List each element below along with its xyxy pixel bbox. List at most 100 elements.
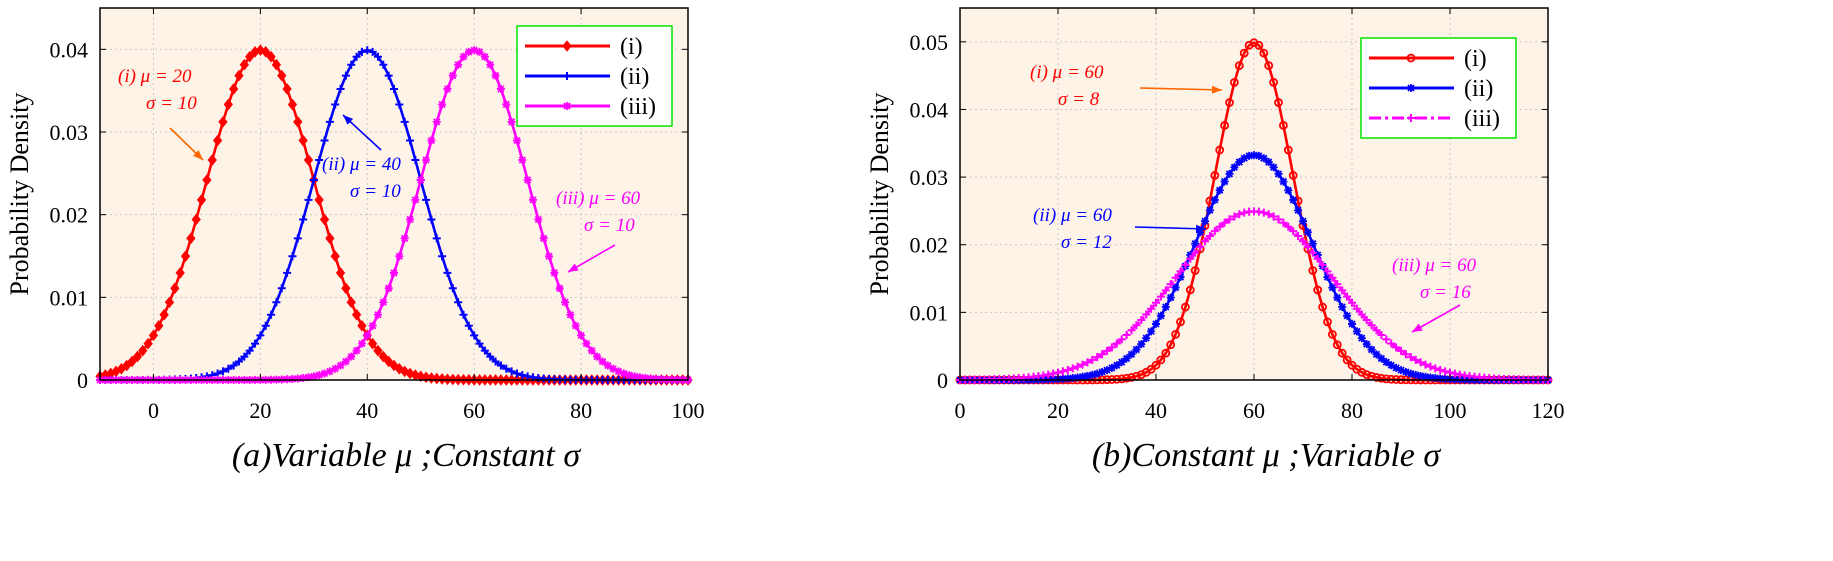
data-point-marker: [1303, 242, 1312, 251]
data-point-marker: [347, 60, 356, 69]
data-point-marker: [148, 329, 159, 342]
y-tick-label: 0: [77, 368, 88, 393]
data-point-marker: [545, 252, 554, 261]
data-point-marker: [395, 100, 404, 109]
data-point-marker: [641, 374, 650, 383]
data-point-marker: [1117, 358, 1126, 367]
data-point-marker: [1441, 367, 1450, 376]
data-point-marker: [1397, 346, 1405, 355]
data-point-marker: [1136, 370, 1146, 379]
annotation-arrow-head: [1211, 85, 1222, 94]
data-point-marker: [459, 310, 468, 319]
data-point-marker: [288, 252, 297, 261]
data-point-marker: [1357, 310, 1366, 319]
data-point-marker: [625, 371, 634, 380]
data-point-marker: [154, 319, 164, 332]
data-point-marker: [1210, 195, 1219, 204]
data-point-marker: [630, 372, 639, 381]
data-point-marker: [1117, 374, 1127, 384]
data-point-marker: [432, 117, 441, 126]
data-point-marker: [1343, 311, 1352, 320]
data-point-marker: [518, 156, 527, 165]
data-point-marker: [1421, 372, 1430, 381]
annotation-2: (ii) μ = 60 σ = 12: [1033, 205, 1207, 253]
data-point-marker: [1308, 248, 1317, 257]
data-point-marker: [1122, 354, 1131, 363]
legend-label: (ii): [620, 64, 649, 90]
data-point-marker: [1397, 366, 1405, 375]
annotation-arrow-head: [568, 263, 579, 272]
data-point-marker: [1362, 315, 1371, 324]
data-point-marker: [1367, 321, 1376, 330]
annotation-line-1: (iii) μ = 60: [556, 188, 641, 209]
data-point-marker: [186, 232, 196, 245]
data-point-marker: [651, 374, 660, 383]
data-point-marker: [351, 308, 362, 321]
data-point-marker: [390, 268, 398, 277]
data-point-marker: [320, 136, 329, 145]
y-tick-label: 0.02: [50, 203, 89, 228]
data-point-marker: [1372, 373, 1381, 382]
data-point-marker: [293, 234, 302, 243]
data-point-marker: [534, 215, 543, 224]
data-point-marker: [1088, 355, 1097, 364]
y-axis-label: Probability Density: [5, 93, 34, 296]
x-tick-label: 80: [570, 398, 592, 423]
data-point-marker: [251, 339, 260, 348]
data-point-marker: [1220, 218, 1229, 227]
data-point-marker: [379, 298, 388, 307]
data-point-marker: [1337, 348, 1347, 358]
data-point-marker: [619, 369, 628, 378]
data-point-marker: [422, 195, 431, 204]
data-point-marker: [1171, 329, 1180, 339]
legend-label: (ii): [1464, 76, 1493, 102]
annotation-line-2: σ = 16: [1420, 282, 1471, 303]
data-point-marker: [1156, 292, 1165, 301]
legend-label: (iii): [1464, 106, 1500, 132]
data-point-marker: [1283, 145, 1293, 155]
chart-a: 0 20 40 60 80 100 0 0.01 0.02 0.03 0.04 Probability…: [5, 7, 705, 474]
x-tick-label: 100: [1434, 398, 1467, 423]
data-point-marker: [1343, 292, 1352, 301]
data-point-marker: [1264, 158, 1273, 167]
data-point-marker: [384, 284, 393, 293]
data-point-marker: [1166, 280, 1175, 289]
data-point-marker: [1161, 286, 1170, 295]
data-point-marker: [1411, 355, 1420, 364]
data-point-marker: [427, 215, 436, 224]
x-tick-label: 0: [955, 398, 966, 423]
data-point-marker: [245, 50, 255, 63]
data-point-marker: [566, 310, 575, 319]
data-point-marker: [1205, 206, 1214, 215]
data-point-marker: [1377, 330, 1386, 339]
data-point-marker: [406, 136, 415, 145]
data-point-marker: [143, 337, 153, 350]
data-point-marker: [320, 369, 329, 378]
data-point-marker: [1392, 343, 1401, 352]
data-point-marker: [368, 47, 377, 56]
data-point-marker: [299, 374, 308, 383]
data-point-marker: [395, 252, 404, 261]
data-point-marker: [1122, 373, 1131, 383]
data-point-marker: [341, 71, 350, 80]
data-point-marker: [240, 352, 249, 361]
data-point-marker: [1235, 210, 1244, 219]
annotation-line-1: (ii) μ = 40: [322, 154, 401, 175]
data-point-marker: [1382, 358, 1391, 367]
data-point-marker: [1250, 151, 1258, 160]
data-point-marker: [1235, 158, 1244, 167]
data-point-marker: [1166, 340, 1176, 350]
data-point-marker: [577, 331, 586, 340]
x-tick-label: 40: [356, 398, 378, 423]
data-point-marker: [507, 117, 516, 126]
data-point-marker: [454, 60, 463, 69]
chart-b: 0 20 40 60 80 100 120 0 0.01 0.02 0.03 0.04 0.05 Prob…: [865, 7, 1565, 474]
data-point-marker: [1196, 228, 1205, 237]
annotation-line-1: (i) μ = 20: [118, 66, 192, 87]
data-point-marker: [1269, 77, 1278, 87]
annotation-line-2: σ = 10: [584, 215, 635, 236]
data-point-marker: [282, 83, 292, 95]
data-point-marker: [335, 267, 346, 279]
data-point-marker: [1328, 329, 1337, 339]
data-point-marker: [331, 100, 340, 109]
